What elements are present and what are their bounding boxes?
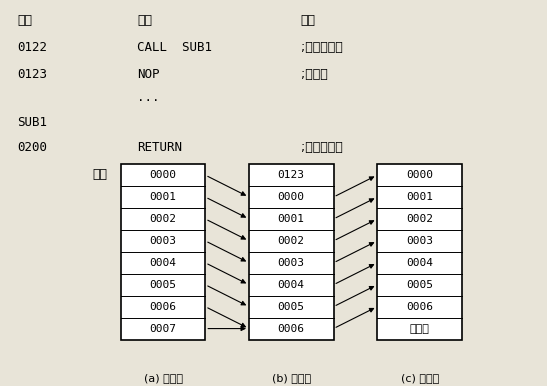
Text: 不确定: 不确定 xyxy=(410,323,429,334)
Text: SUB1: SUB1 xyxy=(17,116,47,129)
Text: 0005: 0005 xyxy=(278,301,305,312)
Text: (b) 压栈后: (b) 压栈后 xyxy=(272,373,311,383)
Text: 0004: 0004 xyxy=(406,258,433,268)
Text: ...: ... xyxy=(137,91,160,104)
Text: (c) 弹出后: (c) 弹出后 xyxy=(400,373,439,383)
Text: 0004: 0004 xyxy=(149,258,177,268)
Text: 0002: 0002 xyxy=(149,214,177,224)
Text: (a) 压栈前: (a) 压栈前 xyxy=(144,373,183,383)
Text: 0005: 0005 xyxy=(406,280,433,290)
Text: 0123: 0123 xyxy=(17,68,47,81)
Text: 0122: 0122 xyxy=(17,41,47,54)
Text: 0001: 0001 xyxy=(406,192,433,202)
Text: 0000: 0000 xyxy=(278,192,305,202)
Text: 0006: 0006 xyxy=(149,301,177,312)
Text: 栈顶: 栈顶 xyxy=(92,168,107,181)
Text: 0005: 0005 xyxy=(149,280,177,290)
Text: 0200: 0200 xyxy=(17,141,47,154)
Text: 0001: 0001 xyxy=(278,214,305,224)
Text: 0007: 0007 xyxy=(149,323,177,334)
Text: ;调用子程序: ;调用子程序 xyxy=(301,41,342,54)
Text: 0003: 0003 xyxy=(149,236,177,246)
Text: 0002: 0002 xyxy=(278,236,305,246)
Text: 0006: 0006 xyxy=(278,323,305,334)
Text: NOP: NOP xyxy=(137,68,160,81)
Text: 0003: 0003 xyxy=(406,236,433,246)
Text: 备注: 备注 xyxy=(301,14,316,27)
Text: 指令: 指令 xyxy=(137,14,152,27)
Text: ;子程序返回: ;子程序返回 xyxy=(301,141,342,154)
Text: ;空操作: ;空操作 xyxy=(301,68,328,81)
Text: 0002: 0002 xyxy=(406,214,433,224)
Text: 0006: 0006 xyxy=(406,301,433,312)
Bar xyxy=(121,164,205,340)
Text: 0000: 0000 xyxy=(149,170,177,180)
Text: RETURN: RETURN xyxy=(137,141,182,154)
Bar xyxy=(377,164,462,340)
Bar xyxy=(249,164,334,340)
Text: 地址: 地址 xyxy=(17,14,32,27)
Text: 0123: 0123 xyxy=(278,170,305,180)
Text: 0000: 0000 xyxy=(406,170,433,180)
Text: 0004: 0004 xyxy=(278,280,305,290)
Text: 0003: 0003 xyxy=(278,258,305,268)
Text: CALL  SUB1: CALL SUB1 xyxy=(137,41,212,54)
Text: 0001: 0001 xyxy=(149,192,177,202)
